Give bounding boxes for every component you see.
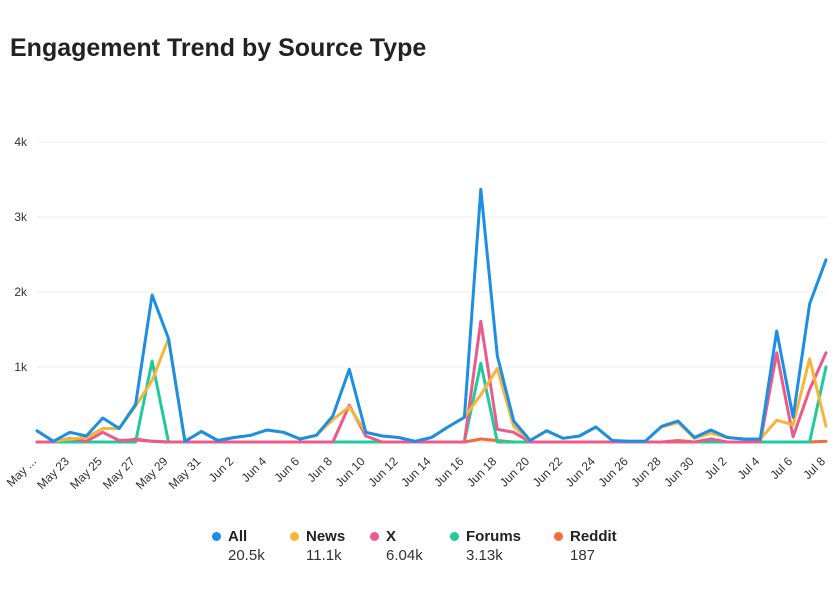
x-tick-label: Jul 8: [800, 454, 828, 482]
grid-lines: [37, 141, 826, 443]
y-tick-label: 3k: [14, 210, 28, 224]
legend-item-reddit[interactable]: Reddit 187: [554, 528, 617, 564]
series-line-news[interactable]: [35, 337, 828, 443]
legend-label: All: [228, 528, 248, 545]
x-tick-label: Jun 4: [239, 454, 270, 485]
x-tick-label: May 25: [67, 454, 105, 492]
x-tick-label: Jul 6: [767, 454, 795, 482]
legend-total: 187: [570, 547, 596, 564]
y-tick-label: 1k: [14, 360, 28, 374]
y-tick-label: 2k: [14, 285, 28, 299]
x-tick-label: Jun 22: [530, 454, 566, 490]
x-tick-label: Jun 24: [563, 454, 599, 490]
x-tick-label: Jun 10: [332, 454, 368, 490]
x-tick-label: Jun 16: [431, 454, 467, 490]
legend-total: 20.5k: [228, 547, 265, 564]
x-tick-label: Jun 6: [271, 454, 302, 485]
y-tick-label: 4k: [14, 135, 28, 149]
legend-item-forums[interactable]: Forums 3.13k: [450, 528, 521, 564]
legend-dot-icon: [370, 532, 379, 541]
x-tick-label: Jun 18: [464, 454, 500, 490]
chart-title: Engagement Trend by Source Type: [10, 34, 427, 62]
legend-total: 6.04k: [386, 547, 423, 564]
series-line-x[interactable]: [35, 319, 828, 444]
x-tick-label: May 31: [166, 454, 204, 492]
x-tick-label: Jun 28: [628, 454, 664, 490]
legend-dot-icon: [290, 532, 299, 541]
x-tick-label: May ...: [4, 454, 39, 489]
legend: All 20.5k News 11.1k X 6.04k Forums 3.13k Reddit…: [0, 528, 837, 578]
legend-label: X: [386, 528, 397, 545]
x-tick-label: Jul 2: [702, 454, 730, 482]
legend-label: Reddit: [570, 528, 617, 545]
legend-dot-icon: [450, 532, 459, 541]
x-tick-label: Jun 2: [206, 454, 237, 485]
legend-label: News: [306, 528, 346, 545]
x-tick-label: Jun 26: [595, 454, 631, 490]
legend-label: Forums: [466, 528, 522, 545]
legend-total: 3.13k: [466, 547, 503, 564]
series-line-all[interactable]: [35, 187, 828, 443]
legend-item-x[interactable]: X 6.04k: [370, 528, 423, 564]
legend-item-all[interactable]: All 20.5k: [212, 528, 265, 564]
x-tick-label: Jul 4: [735, 454, 763, 482]
x-tick-label: May 29: [133, 454, 171, 492]
legend-total: 11.1k: [306, 547, 342, 564]
x-tick-label: Jun 30: [661, 454, 697, 490]
x-tick-label: Jun 20: [497, 454, 533, 490]
y-axis-ticks: 4k 3k 2k 1k: [14, 135, 28, 374]
x-tick-label: May 23: [34, 454, 72, 492]
x-tick-label: Jun 14: [398, 454, 434, 490]
x-tick-label: Jun 12: [365, 454, 401, 490]
x-tick-label: May 27: [100, 454, 138, 492]
legend-dot-icon: [212, 532, 221, 541]
x-tick-label: Jun 8: [304, 454, 335, 485]
legend-item-news[interactable]: News 11.1k: [290, 528, 345, 564]
series-lines: [35, 187, 828, 444]
legend-dot-icon: [554, 532, 563, 541]
